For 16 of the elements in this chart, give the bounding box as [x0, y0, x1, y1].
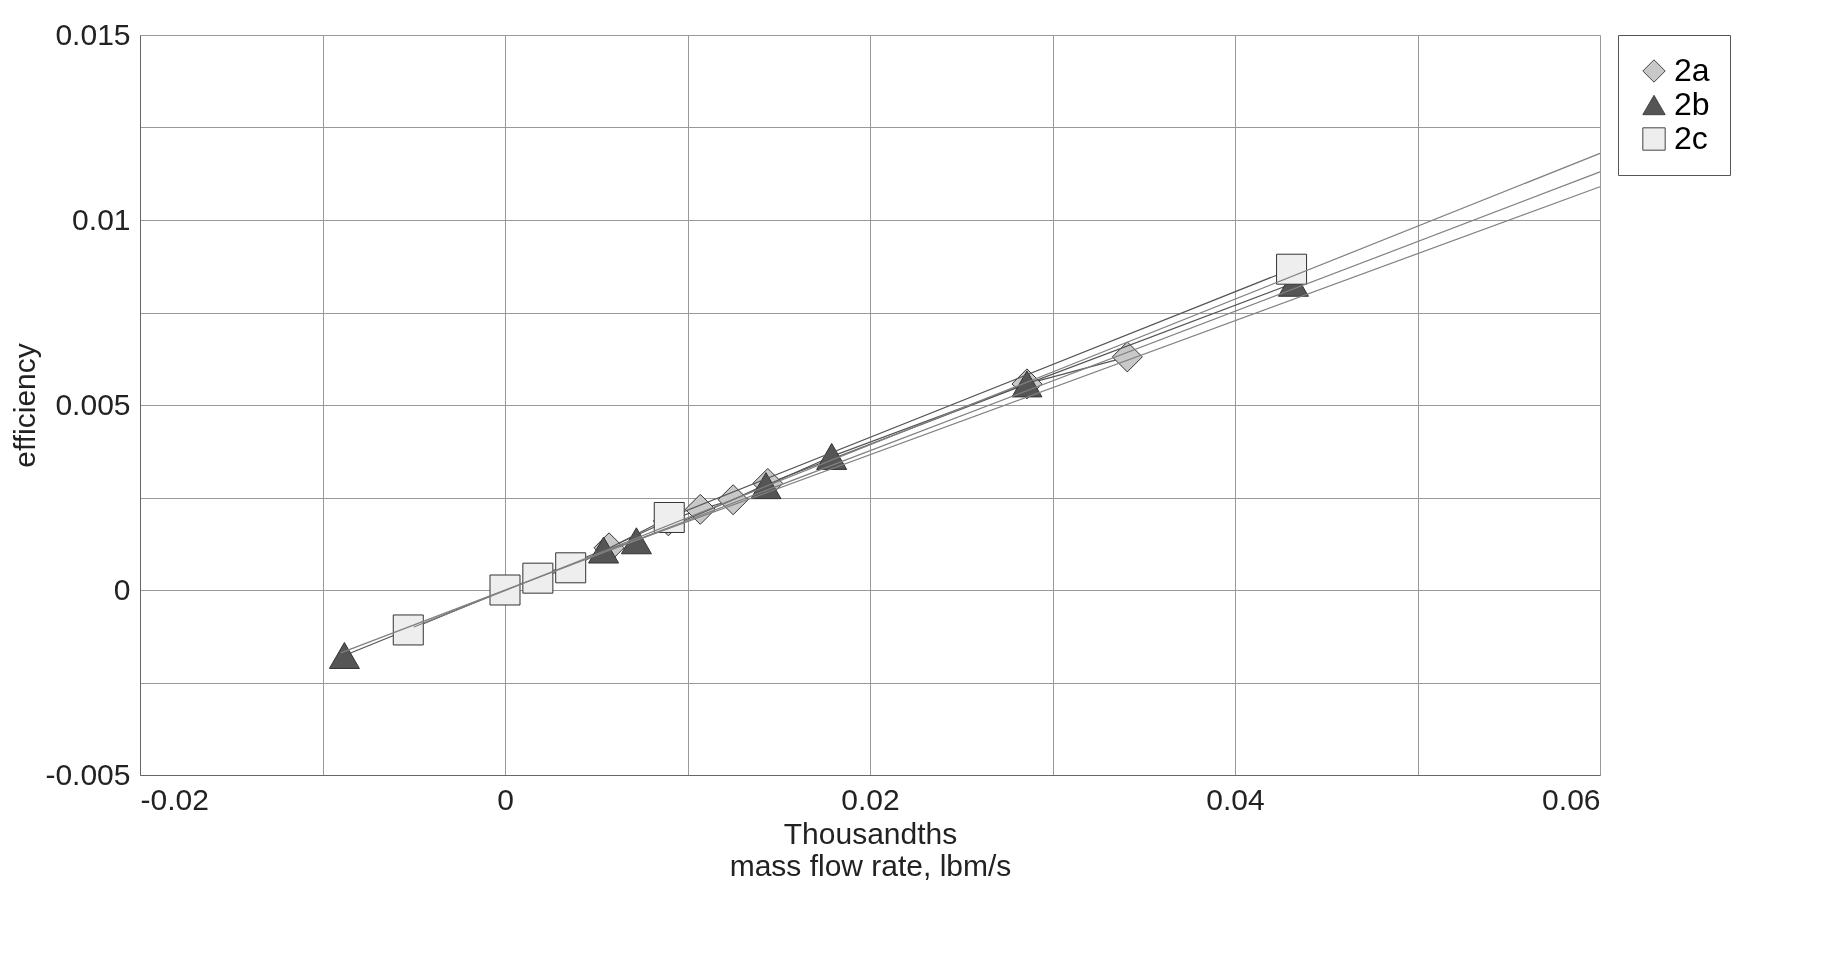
y-tick-label: 0.01 — [72, 202, 131, 236]
text: Thousandths — [783, 816, 958, 850]
x-axis-title: mass flow rate, lbm/s — [729, 848, 1012, 882]
x-tick-label: -0.02 — [140, 782, 209, 816]
x-tick-label: 0 — [497, 782, 514, 816]
x-tick-label: 0.02 — [841, 782, 900, 816]
legend-label: 2a — [1674, 52, 1710, 88]
y-tick-label: 0.015 — [55, 17, 131, 51]
y-tick-label: 0.005 — [55, 387, 131, 421]
y-tick-label: 0 — [113, 572, 131, 606]
y-tick-label: -0.005 — [45, 757, 131, 791]
x-tick-label: 0.04 — [1206, 782, 1265, 816]
x-tick-label: 0.06 — [1542, 782, 1601, 816]
y-axis-title: efficiency — [8, 343, 42, 468]
legend-label: 2c — [1674, 120, 1708, 156]
legend-label: 2b — [1674, 86, 1710, 122]
